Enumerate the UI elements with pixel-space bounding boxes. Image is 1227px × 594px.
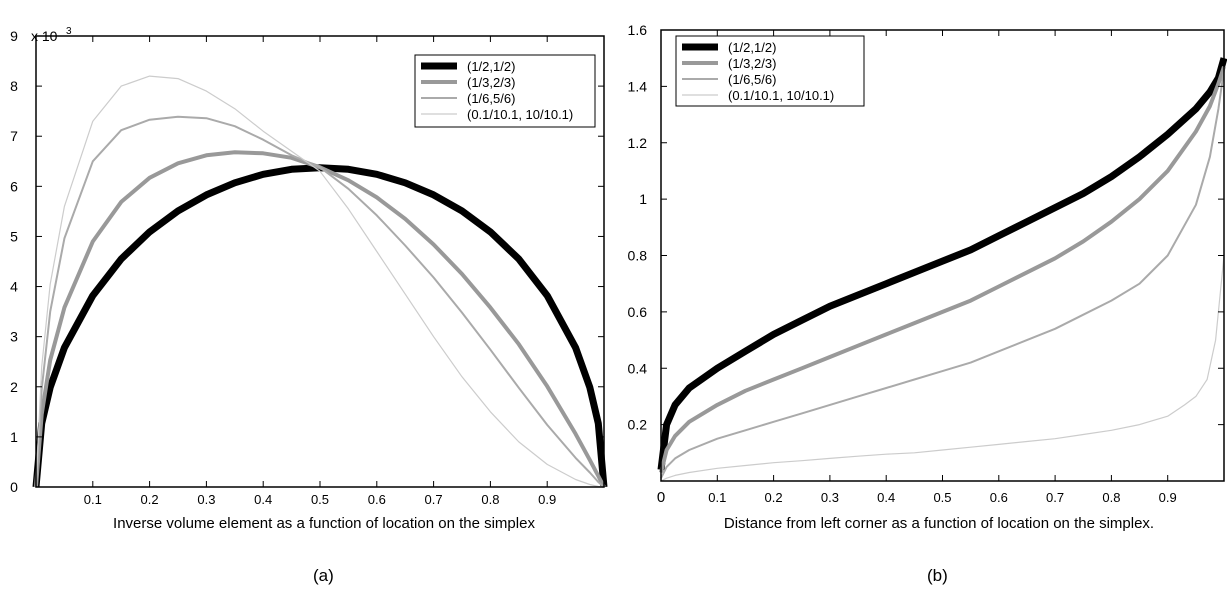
y-tick-label: 0.4	[628, 360, 648, 376]
x-tick-label: 0.5	[933, 490, 951, 505]
legend-label: (0.1/10.1, 10/10.1)	[467, 107, 573, 122]
y-tick-label: 5	[10, 228, 18, 244]
legend: (1/2,1/2)(1/3,2/3)(1/6,5/6)(0.1/10.1, 10…	[414, 54, 596, 128]
y-tick-label: 1	[639, 191, 647, 207]
y-tick-label: 0.2	[628, 417, 648, 433]
x-tick-label: 0.4	[877, 490, 895, 505]
chart-panel-a: 0.1 0.2 0.3 0.4 0.5 0.6 0.7 0.8 0.9 0 1 2 3 4 5 6 7 8 9 x 1…	[10, 26, 608, 532]
chart-panel-b: 0 0.1 0.2 0.3 0.4 0.5 0.6 0.7 0.8 0.9 0.2 0.4 0.6 0.8…	[628, 22, 1227, 532]
legend: (1/2,1/2)(1/3,2/3)(1/6,5/6)(0.1/10.1, 10…	[675, 35, 865, 107]
y-tick-label: 1	[10, 429, 18, 445]
x-tick-label: 0.4	[254, 492, 272, 507]
x-tick-label: 0.6	[368, 492, 386, 507]
x-tick-label: 0.5	[311, 492, 329, 507]
legend-label: (1/2,1/2)	[728, 40, 776, 55]
y-tick-label: 3	[10, 329, 18, 345]
y-tick-label: 2	[10, 379, 18, 395]
series-line-2	[34, 150, 606, 488]
series-line-3	[35, 115, 605, 488]
y-tick-label: 0.8	[628, 248, 648, 264]
x-tick-label: 0.1	[708, 490, 726, 505]
x-tick-label: 0.7	[425, 492, 443, 507]
y-tick-label: 1.2	[628, 135, 648, 151]
x-tick-label: 0.2	[765, 490, 783, 505]
legend-label: (0.1/10.1, 10/10.1)	[728, 88, 834, 103]
legend-label: (1/6,5/6)	[467, 91, 515, 106]
x-tick-label: 0.9	[1159, 490, 1177, 505]
series-line-2	[659, 65, 1226, 473]
x-axis-label: Distance from left corner as a function …	[724, 515, 1154, 532]
x-tick-label: 0.3	[197, 492, 215, 507]
y-tick-label: 8	[10, 78, 18, 94]
x-tick-label: 0.9	[538, 492, 556, 507]
series-line-1	[657, 57, 1227, 471]
series-line-4	[660, 255, 1225, 482]
x-axis-label: Inverse volume element as a function of …	[113, 515, 535, 532]
series-line-4	[35, 75, 605, 488]
legend-label: (1/3,2/3)	[728, 56, 776, 71]
x-tick-label: 0	[657, 489, 665, 506]
x-tick-label: 0.7	[1046, 490, 1064, 505]
x-tick-label: 0.8	[1102, 490, 1120, 505]
y-tick-label: 7	[10, 128, 18, 144]
y-tick-label: 0.6	[628, 304, 648, 320]
x-tick-label: 0.1	[84, 492, 102, 507]
y-multiplier-label: x 10	[31, 28, 58, 44]
x-tick-label: 0.8	[481, 492, 499, 507]
y-tick-label: 1.6	[628, 22, 648, 38]
legend-box	[675, 35, 865, 107]
legend-label: (1/6,5/6)	[728, 72, 776, 87]
series-line-1	[32, 164, 608, 488]
legend-label: (1/3,2/3)	[467, 75, 515, 90]
series-line-3	[660, 69, 1225, 479]
panel-caption-a: (a)	[313, 566, 334, 585]
x-tick-label: 0.3	[821, 490, 839, 505]
x-tick-label: 0.6	[990, 490, 1008, 505]
y-tick-label: 9	[10, 28, 18, 44]
y-tick-label: 0	[10, 479, 18, 495]
y-tick-label: 4	[10, 279, 18, 295]
x-tick-label: 0.2	[141, 492, 159, 507]
y-tick-label: 1.4	[628, 78, 648, 94]
panel-caption-b: (b)	[927, 566, 948, 585]
legend-label: (1/2,1/2)	[467, 59, 515, 74]
y-tick-label: 6	[10, 178, 18, 194]
y-multiplier-exponent: 3	[66, 26, 72, 37]
